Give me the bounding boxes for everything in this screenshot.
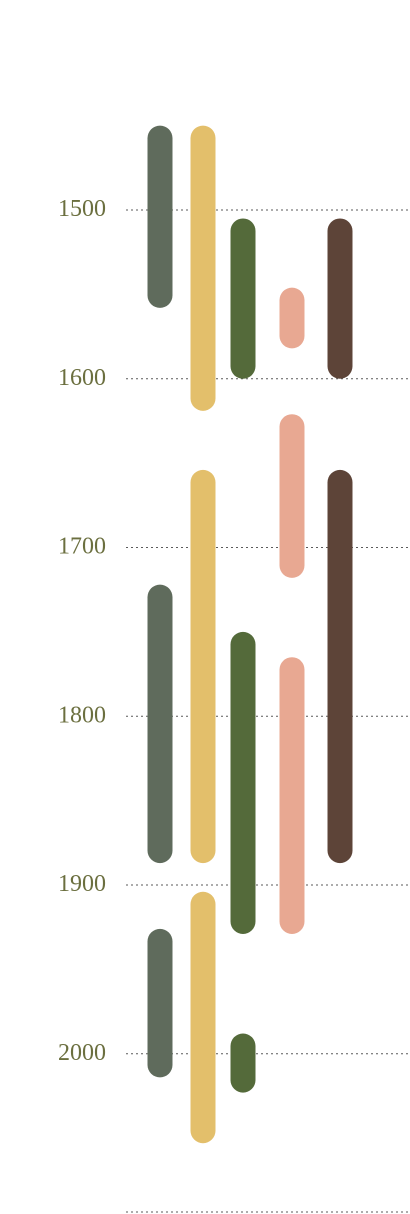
y-axis-tick-labels: 1500 1600 1700 1800 1900 2000	[58, 196, 106, 1066]
range-bar	[327, 218, 353, 379]
y-tick-label: 1600	[58, 365, 106, 391]
range-bar	[279, 657, 305, 934]
range-bars	[147, 125, 353, 1144]
y-tick-label: 1500	[58, 196, 106, 222]
range-bar	[230, 218, 256, 379]
series-1	[147, 125, 173, 1078]
series-2	[190, 125, 216, 1144]
range-bar	[230, 631, 256, 934]
grid-lines	[126, 209, 410, 1213]
series-4	[279, 287, 305, 934]
series-3	[230, 218, 256, 1093]
range-bar	[190, 125, 216, 411]
range-bar	[190, 469, 216, 864]
range-bar	[279, 287, 305, 349]
range-bar	[279, 414, 305, 578]
y-tick-label: 1800	[58, 702, 106, 728]
range-bar	[147, 584, 173, 864]
series-5	[327, 218, 353, 864]
range-bar	[147, 928, 173, 1078]
range-bar	[327, 469, 353, 864]
range-bar	[190, 891, 216, 1144]
y-tick-label: 1700	[58, 534, 106, 560]
range-bar	[230, 1033, 256, 1093]
range-bar	[147, 125, 173, 308]
y-tick-label: 2000	[58, 1040, 106, 1066]
y-tick-label: 1900	[58, 871, 106, 897]
